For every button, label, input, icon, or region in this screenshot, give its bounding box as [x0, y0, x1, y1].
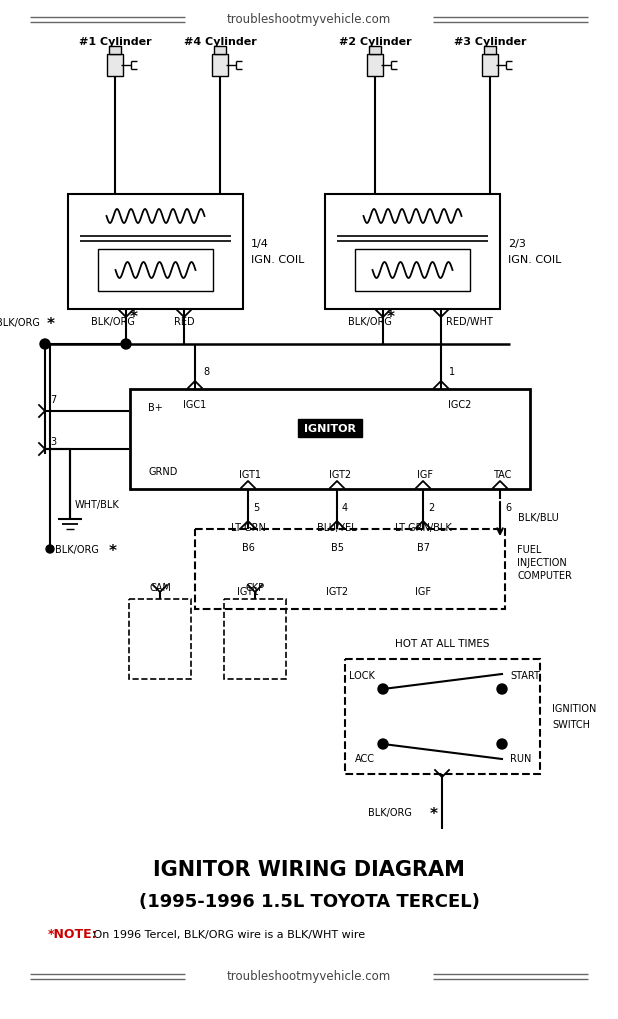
Text: troubleshootmyvehicle.com: troubleshootmyvehicle.com [227, 969, 391, 982]
Circle shape [40, 339, 50, 350]
Text: (1995-1996 1.5L TOYOTA TERCEL): (1995-1996 1.5L TOYOTA TERCEL) [138, 892, 480, 910]
Bar [68, 195, 243, 310]
Bar [482, 55, 498, 76]
Text: 6: 6 [505, 502, 511, 513]
Text: IGN. COIL: IGN. COIL [251, 255, 305, 265]
Bar [484, 47, 496, 55]
Text: On 1996 Tercel, BLK/ORG wire is a BLK/WHT wire: On 1996 Tercel, BLK/ORG wire is a BLK/WH… [90, 929, 365, 940]
Text: #4 Cylinder: #4 Cylinder [184, 37, 256, 47]
Text: 3: 3 [50, 436, 56, 446]
Bar [369, 47, 381, 55]
Text: LOCK: LOCK [349, 671, 375, 681]
Text: #1 Cylinder: #1 Cylinder [78, 37, 151, 47]
Text: BLK/ORG: BLK/ORG [55, 544, 99, 554]
Text: IGF: IGF [415, 586, 431, 596]
Bar [355, 250, 470, 291]
Text: 4: 4 [342, 502, 348, 513]
Bar [367, 55, 383, 76]
Text: BLK/ORG: BLK/ORG [368, 807, 412, 817]
Circle shape [378, 739, 388, 749]
Text: BLK/ORG: BLK/ORG [348, 317, 392, 327]
Text: #3 Cylinder: #3 Cylinder [454, 37, 527, 47]
Text: *: * [430, 807, 438, 821]
Text: GRND: GRND [148, 467, 177, 477]
Text: 5: 5 [253, 502, 259, 513]
Text: HOT AT ALL TIMES: HOT AT ALL TIMES [395, 638, 489, 648]
Text: IGT1: IGT1 [239, 470, 261, 480]
Circle shape [121, 339, 131, 350]
Text: *: * [387, 310, 395, 325]
Text: BLK/ORG: BLK/ORG [0, 318, 40, 328]
Text: IGT2: IGT2 [326, 586, 348, 596]
Text: B7: B7 [417, 542, 430, 552]
Text: TAC: TAC [493, 470, 511, 480]
Text: 2/3: 2/3 [508, 239, 526, 250]
Text: COMPUTER: COMPUTER [517, 571, 572, 581]
Text: IGNITION: IGNITION [552, 703, 596, 713]
Text: START: START [510, 671, 540, 681]
Text: LT GRN/BLK: LT GRN/BLK [395, 523, 451, 533]
Circle shape [497, 685, 507, 694]
Text: 1/4: 1/4 [251, 239, 269, 250]
Text: INJECTION: INJECTION [517, 557, 567, 568]
Text: 1: 1 [449, 367, 455, 377]
Bar [129, 599, 191, 680]
Text: RED: RED [174, 317, 194, 327]
Bar [195, 530, 505, 609]
Text: 2: 2 [428, 502, 434, 513]
Text: IGC1: IGC1 [184, 399, 206, 410]
Bar [214, 47, 226, 55]
Circle shape [497, 739, 507, 749]
Text: B5: B5 [331, 542, 344, 552]
Bar [109, 47, 121, 55]
Bar [212, 55, 228, 76]
Text: CKP: CKP [245, 583, 265, 592]
Text: *NOTE:: *NOTE: [48, 927, 98, 941]
Text: *: * [130, 310, 138, 325]
Text: SWITCH: SWITCH [552, 719, 590, 730]
Text: B+: B+ [148, 403, 163, 413]
Text: IGNITOR: IGNITOR [304, 424, 356, 433]
Text: CAM: CAM [149, 583, 171, 592]
Text: *: * [109, 544, 117, 559]
Text: RUN: RUN [510, 753, 531, 763]
Bar [224, 599, 286, 680]
Text: 8: 8 [203, 367, 209, 377]
Text: ACC: ACC [355, 753, 375, 763]
Text: B6: B6 [242, 542, 255, 552]
Bar [298, 420, 362, 437]
Text: #2 Cylinder: #2 Cylinder [339, 37, 412, 47]
Circle shape [378, 685, 388, 694]
Text: troubleshootmyvehicle.com: troubleshootmyvehicle.com [227, 13, 391, 26]
Text: IGC2: IGC2 [448, 399, 472, 410]
Text: IGNITOR WIRING DIAGRAM: IGNITOR WIRING DIAGRAM [153, 859, 465, 879]
Text: IGT1: IGT1 [237, 586, 259, 596]
Bar [107, 55, 123, 76]
Bar [345, 659, 540, 774]
Bar [130, 389, 530, 489]
Text: BLU/YEL: BLU/YEL [317, 523, 357, 533]
Text: IGT2: IGT2 [329, 470, 351, 480]
Text: *: * [47, 317, 55, 332]
Text: IGN. COIL: IGN. COIL [508, 255, 561, 265]
Text: WHT/BLK: WHT/BLK [75, 499, 120, 510]
Text: BLK/BLU: BLK/BLU [518, 513, 559, 523]
Bar [98, 250, 213, 291]
Text: FUEL: FUEL [517, 544, 541, 554]
Circle shape [46, 545, 54, 553]
Bar [325, 195, 500, 310]
Text: BLK/ORG: BLK/ORG [91, 317, 135, 327]
Text: 7: 7 [50, 394, 56, 405]
Text: RED/WHT: RED/WHT [446, 317, 493, 327]
Text: IGF: IGF [417, 470, 433, 480]
Text: LT GRN: LT GRN [231, 523, 266, 533]
